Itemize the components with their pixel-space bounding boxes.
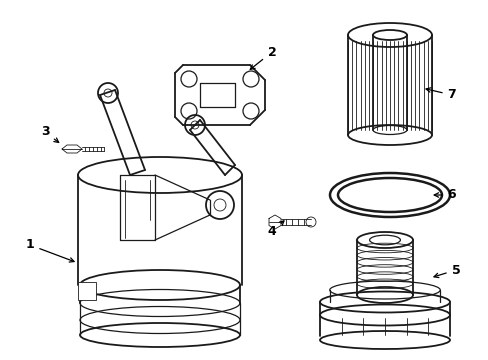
Text: 4: 4 [267,221,284,238]
FancyBboxPatch shape [78,193,242,285]
Text: 5: 5 [433,264,459,278]
FancyBboxPatch shape [347,35,431,135]
Text: 3: 3 [41,126,59,143]
Text: 7: 7 [425,88,455,102]
Text: 1: 1 [25,238,74,262]
Text: 2: 2 [250,45,276,69]
Text: 6: 6 [433,189,455,202]
FancyBboxPatch shape [78,282,96,300]
